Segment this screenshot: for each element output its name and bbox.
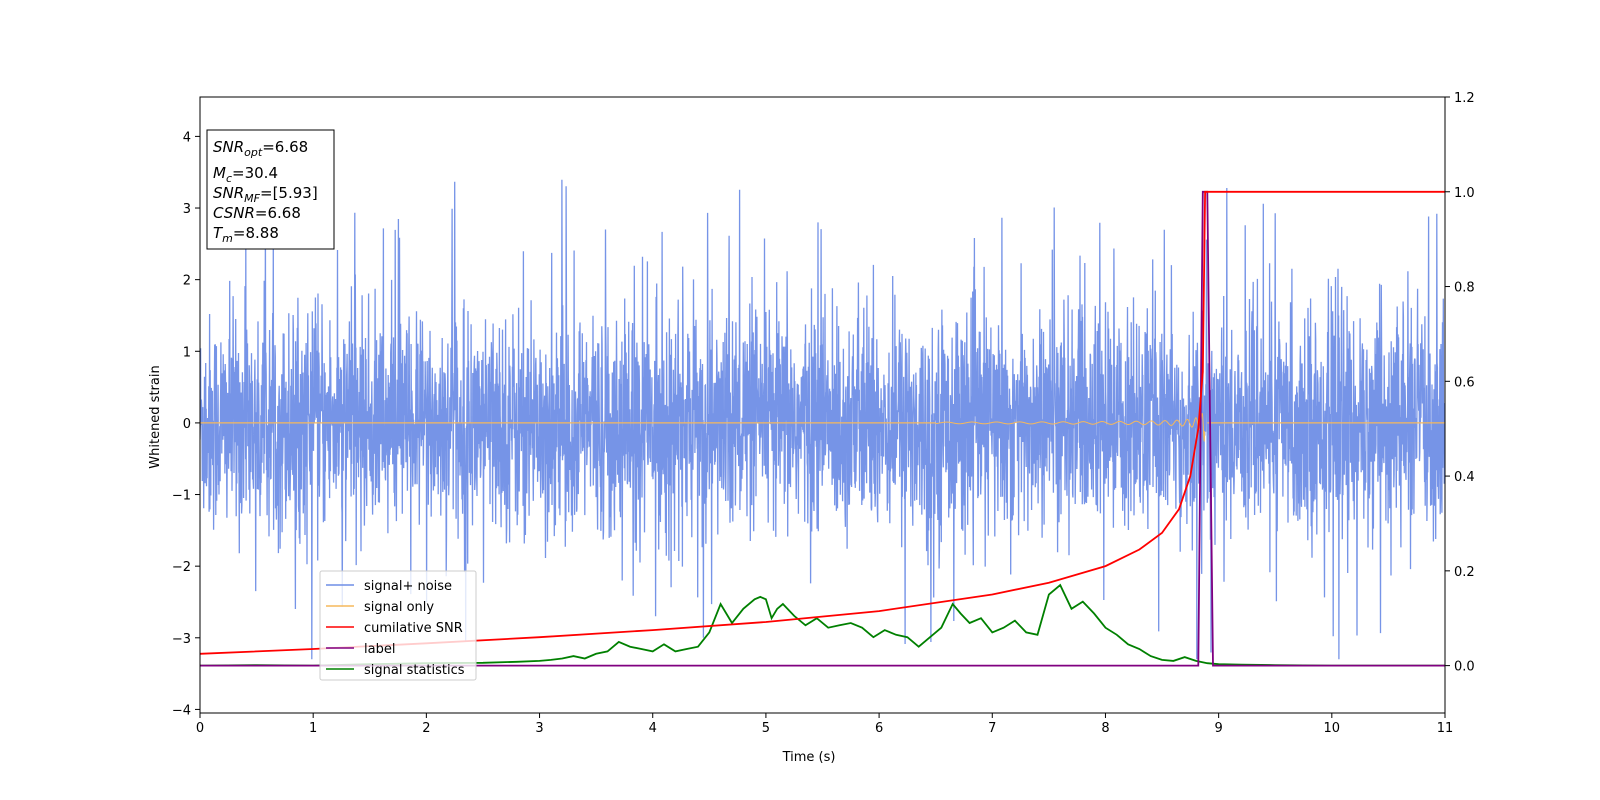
x-tick-label: 6 xyxy=(875,721,883,736)
series-signal-statistics xyxy=(200,583,1445,667)
y-right-tick-label: 1.2 xyxy=(1454,91,1475,106)
y-left-tick-label: 2 xyxy=(183,274,191,289)
axes: 0 1 2 3 4 5 6 7 8 9 10 11 −4 −3 −2 −1 0 1 2 3 4 0.0 0.2 0.4 0.6 0… xyxy=(172,91,1475,736)
y-right-tick-label: 0.8 xyxy=(1454,281,1475,296)
y-left-tick-label: −4 xyxy=(172,703,191,718)
legend: signal+ noise signal only cumilative SNR… xyxy=(319,570,477,681)
y-left-tick-label: −3 xyxy=(172,632,191,647)
x-tick-label: 10 xyxy=(1324,721,1341,736)
y-left-tick-label: 0 xyxy=(183,417,191,432)
legend-item-signal-only: signal only xyxy=(326,600,434,615)
x-tick-label: 5 xyxy=(762,721,770,736)
info-snr-opt: SNRopt=6.68 xyxy=(213,138,308,159)
info-mc: Mc=30.4 xyxy=(213,164,278,185)
legend-item-cumulative-snr: cumilative SNR xyxy=(326,621,463,636)
y-left-tick-label: −1 xyxy=(172,489,191,504)
info-tm: Tm=8.88 xyxy=(213,224,279,245)
legend-label-label: label xyxy=(364,642,395,657)
y-right-tick-label: 1.0 xyxy=(1454,186,1475,201)
y-left-tick-label: 3 xyxy=(183,202,191,217)
plot-frame xyxy=(199,96,1446,714)
y-right-tick-label: 0.0 xyxy=(1454,660,1475,675)
y-right-tick-label: 0.6 xyxy=(1454,375,1475,390)
info-box-frame xyxy=(206,129,335,250)
legend-label-signal-only: signal only xyxy=(364,600,434,615)
x-tick-label: 7 xyxy=(988,721,996,736)
legend-item-signal-statistics: signal statistics xyxy=(326,663,465,678)
info-box: SNRopt=6.68 Mc=30.4 SNRMF=[5.93] CSNR=6.… xyxy=(206,129,335,250)
y-left-tick-label: 4 xyxy=(183,130,191,145)
x-tick-label: 1 xyxy=(309,721,317,736)
x-tick-label: 0 xyxy=(196,721,204,736)
x-tick-label: 3 xyxy=(535,721,543,736)
legend-label-signal-noise: signal+ noise xyxy=(364,579,452,594)
y-left-tick-label: −2 xyxy=(172,560,191,575)
legend-frame xyxy=(319,570,477,681)
info-csnr: CSNR=6.68 xyxy=(213,204,301,222)
x-tick-label: 4 xyxy=(649,721,657,736)
x-tick-label: 9 xyxy=(1214,721,1222,736)
x-tick-label: 2 xyxy=(422,721,430,736)
series-group xyxy=(200,179,1445,667)
series-cumulative-snr xyxy=(200,190,1445,655)
legend-label-signal-statistics: signal statistics xyxy=(364,663,465,678)
info-snr-mf: SNRMF=[5.93] xyxy=(213,184,318,205)
series-signal-noise xyxy=(200,179,1445,660)
x-tick-label: 11 xyxy=(1437,721,1454,736)
legend-item-label: label xyxy=(326,642,395,657)
legend-label-cumulative-snr: cumilative SNR xyxy=(364,621,463,636)
legend-item-signal-noise: signal+ noise xyxy=(326,579,452,594)
y-axis-label: Whitened strain xyxy=(148,365,163,468)
y-left-tick-label: 1 xyxy=(183,345,191,360)
y-right-tick-label: 0.4 xyxy=(1454,470,1475,485)
y-right-tick-label: 0.2 xyxy=(1454,565,1475,580)
series-signal-only xyxy=(935,412,1206,442)
x-tick-label: 8 xyxy=(1101,721,1109,736)
x-axis-label: Time (s) xyxy=(782,750,836,765)
plot-area xyxy=(200,179,1445,667)
